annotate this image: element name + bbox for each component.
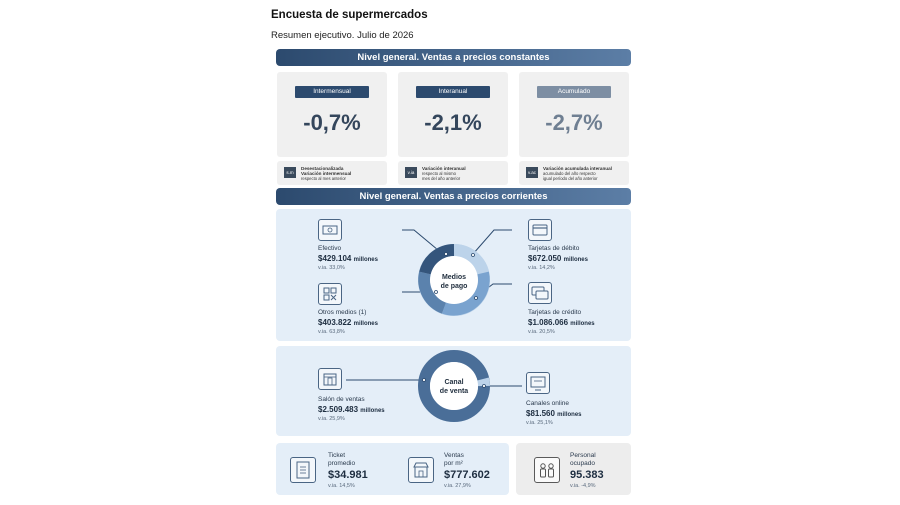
legend-title: Variación interanual [422, 166, 466, 171]
document-title: Encuesta de supermercados [271, 9, 428, 21]
kpi-value: -0,7% [303, 110, 361, 135]
payment-label: Efectivo [318, 245, 342, 252]
legend-title: Variación acumulada interanual [543, 166, 612, 171]
kpi-value: -2,7% [545, 110, 603, 135]
legend-line: respecto al mismo [422, 171, 456, 177]
online-screen-icon [526, 372, 550, 394]
legend-line: acumulado del año respecto [543, 171, 596, 177]
bottom-metrics-panel: Ticket promedio $34.981 v.ia. 14,5% Venta… [276, 443, 509, 495]
donut-center-label: Canal de venta [434, 378, 474, 396]
legend-text: Variación acumulada interanual acumulado… [543, 166, 627, 182]
channel-label: Salón de ventas [318, 396, 365, 403]
metric-label: Ticket promedio [328, 452, 356, 467]
document-subtitle: Resumen ejecutivo. Julio de 2026 [271, 30, 414, 41]
payment-label: Tarjetas de débito [528, 245, 580, 252]
channel-connectors [346, 350, 522, 422]
channel-value: $2.509.483 millones [318, 405, 385, 414]
kpi-tag: Acumulado [537, 86, 611, 98]
payment-donut [418, 244, 490, 316]
debit-card-icon [528, 219, 552, 241]
metric-variation: v.ia. 27,9% [444, 483, 471, 489]
payment-value: $672.050 millones [528, 254, 588, 263]
legend-line: igual período del año anterior [543, 176, 598, 182]
metric-variation: v.ia. 14,5% [328, 483, 355, 489]
payment-value: $403.822 millones [318, 318, 378, 327]
receipt-icon [290, 457, 316, 483]
channel-donut [418, 350, 490, 422]
legend-card-sm: s.m Desestacionalizada Variación interme… [277, 161, 387, 185]
legend-text: Desestacionalizada Variación intermensua… [301, 166, 385, 182]
legend-title: Desestacionalizada [301, 166, 344, 171]
payment-variation: v.ia. 33,0% [318, 265, 345, 271]
legend-line: mes del año anterior [422, 176, 461, 182]
cash-icon [318, 219, 342, 241]
legend-line: Variación intermensual [301, 171, 352, 177]
legend-card-vac: v.ac Variación acumulada interanual acum… [519, 161, 629, 185]
kpi-tag: Interanual [416, 86, 490, 98]
legend-text: Variación interanual respecto al mismo m… [422, 166, 506, 182]
channel-variation: v.ia. 25,9% [318, 416, 345, 422]
payment-value: $1.086.066 millones [528, 318, 595, 327]
channel-variation: v.ia. 25,1% [526, 420, 553, 426]
donut-center-line: Medios [441, 274, 467, 281]
kpi-card-intermensual: Intermensual -0,7% [277, 72, 387, 157]
legend-code-badge: s.m [284, 167, 296, 178]
legend-card-via: v.ia Variación interanual respecto al mi… [398, 161, 508, 185]
metric-value: 95.383 [570, 469, 604, 481]
channel-value: $81.560 millones [526, 409, 582, 418]
donut-center-line: Canal [444, 379, 464, 386]
shop-front-icon [408, 457, 434, 483]
payment-methods-panel: Medios de pago Efectivo $429.104 millone… [276, 209, 631, 341]
donut-center-line: de pago [440, 283, 468, 290]
legend-code-badge: v.ia [405, 167, 417, 178]
store-icon [318, 368, 342, 390]
payment-variation: v.ia. 63,8% [318, 329, 345, 335]
sales-channel-panel: Canal de venta Salón de ventas $2.509.48… [276, 346, 631, 436]
metric-label: Personal ocupado [570, 452, 596, 467]
credit-card-icon [528, 282, 552, 304]
qr-code-icon [318, 283, 342, 305]
payment-variation: v.ia. 14,2% [528, 265, 555, 271]
section-banner-current: Nivel general. Ventas a precios corrient… [276, 188, 631, 205]
people-icon [534, 457, 560, 483]
staff-metric-card: Personal ocupado 95.383 v.ia. -4,9% [516, 443, 631, 495]
kpi-card-acumulado: Acumulado -2,7% [519, 72, 629, 157]
legend-code-badge: v.ac [526, 167, 538, 178]
metric-value: $34.981 [328, 469, 368, 481]
kpi-value: -2,1% [424, 110, 482, 135]
section-banner-constant: Nivel general. Ventas a precios constant… [276, 49, 631, 66]
payment-value: $429.104 millones [318, 254, 378, 263]
payment-label: Tarjetas de crédito [528, 309, 582, 316]
channel-label: Canales online [526, 400, 570, 407]
metric-variation: v.ia. -4,9% [570, 483, 596, 489]
kpi-card-interanual: Interanual -2,1% [398, 72, 508, 157]
legend-line: respecto al mes anterior [301, 176, 346, 182]
kpi-tag: Intermensual [295, 86, 369, 98]
payment-connectors [402, 229, 512, 316]
donut-center-label: Medios de pago [434, 273, 474, 291]
donut-center-line: de venta [439, 388, 469, 395]
payment-label: Otros medios (1) [318, 309, 367, 316]
metric-label: Ventas por m² [444, 452, 464, 467]
payment-variation: v.ia. 20,5% [528, 329, 555, 335]
metric-value: $777.602 [444, 469, 490, 481]
